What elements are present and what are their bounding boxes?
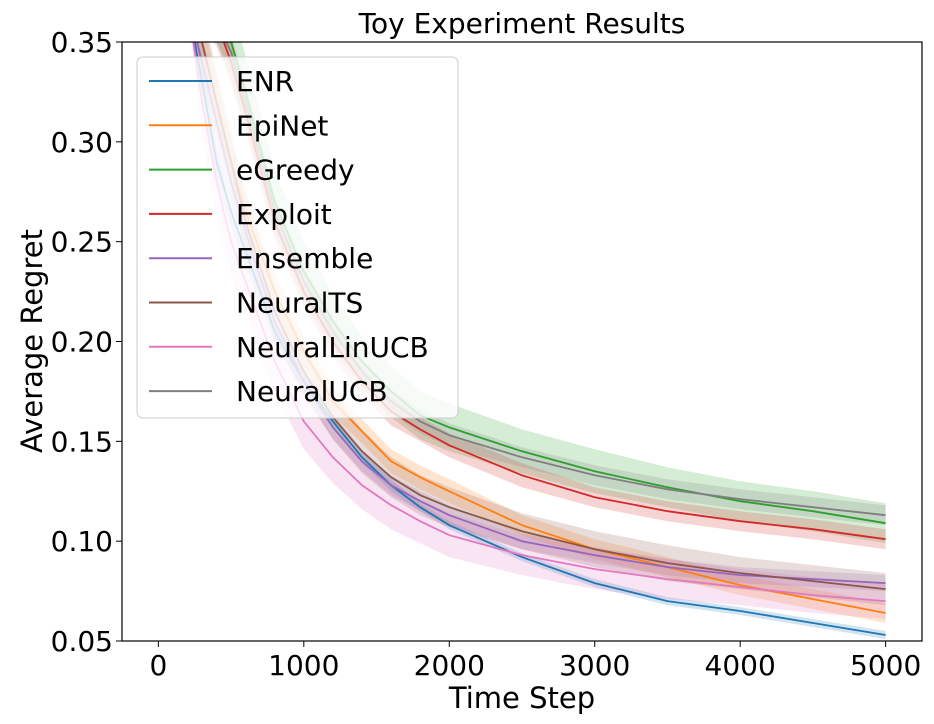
legend-label-egreedy: eGreedy [236,154,355,187]
legend-label-ensemble: Ensemble [236,242,373,275]
y-axis-ticks: 0.05 0.10 0.15 0.20 0.25 0.30 0.35 [51,26,122,658]
legend: ENR EpiNet eGreedy Exploit Ensemble NeuralTS N… [136,56,459,419]
legend-label-epinet: EpiNet [236,109,328,142]
x-tick-label: 4000 [705,649,776,682]
y-tick-label: 0.35 [51,26,113,59]
x-tick-label: 5000 [850,649,921,682]
chart-title: Toy Experiment Results [358,7,686,40]
band-egreedy [202,42,886,544]
y-tick-label: 0.20 [51,326,113,359]
legend-label-neurallinucb: NeuralLinUCB [236,331,429,364]
y-tick-label: 0.05 [51,625,113,658]
legend-label-neuralucb: NeuralUCB [236,375,388,408]
y-tick-label: 0.25 [51,226,113,259]
legend-label-neuralts: NeuralTS [236,287,363,320]
y-tick-label: 0.15 [51,425,113,458]
x-tick-label: 0 [149,649,167,682]
y-axis-label: Average Regret [15,229,49,453]
y-tick-label: 0.30 [51,126,113,159]
band-neurallinucb [191,42,886,619]
x-tick-label: 3000 [559,649,630,682]
legend-box [136,56,459,419]
legend-label-exploit: Exploit [236,198,332,231]
x-tick-label: 2000 [414,649,485,682]
legend-label-enr: ENR [236,65,294,98]
x-axis-label: Time Step [448,681,595,715]
y-tick-label: 0.10 [51,525,113,558]
x-tick-label: 1000 [268,649,339,682]
x-axis-ticks: 0 1000 2000 3000 4000 5000 [149,641,921,682]
